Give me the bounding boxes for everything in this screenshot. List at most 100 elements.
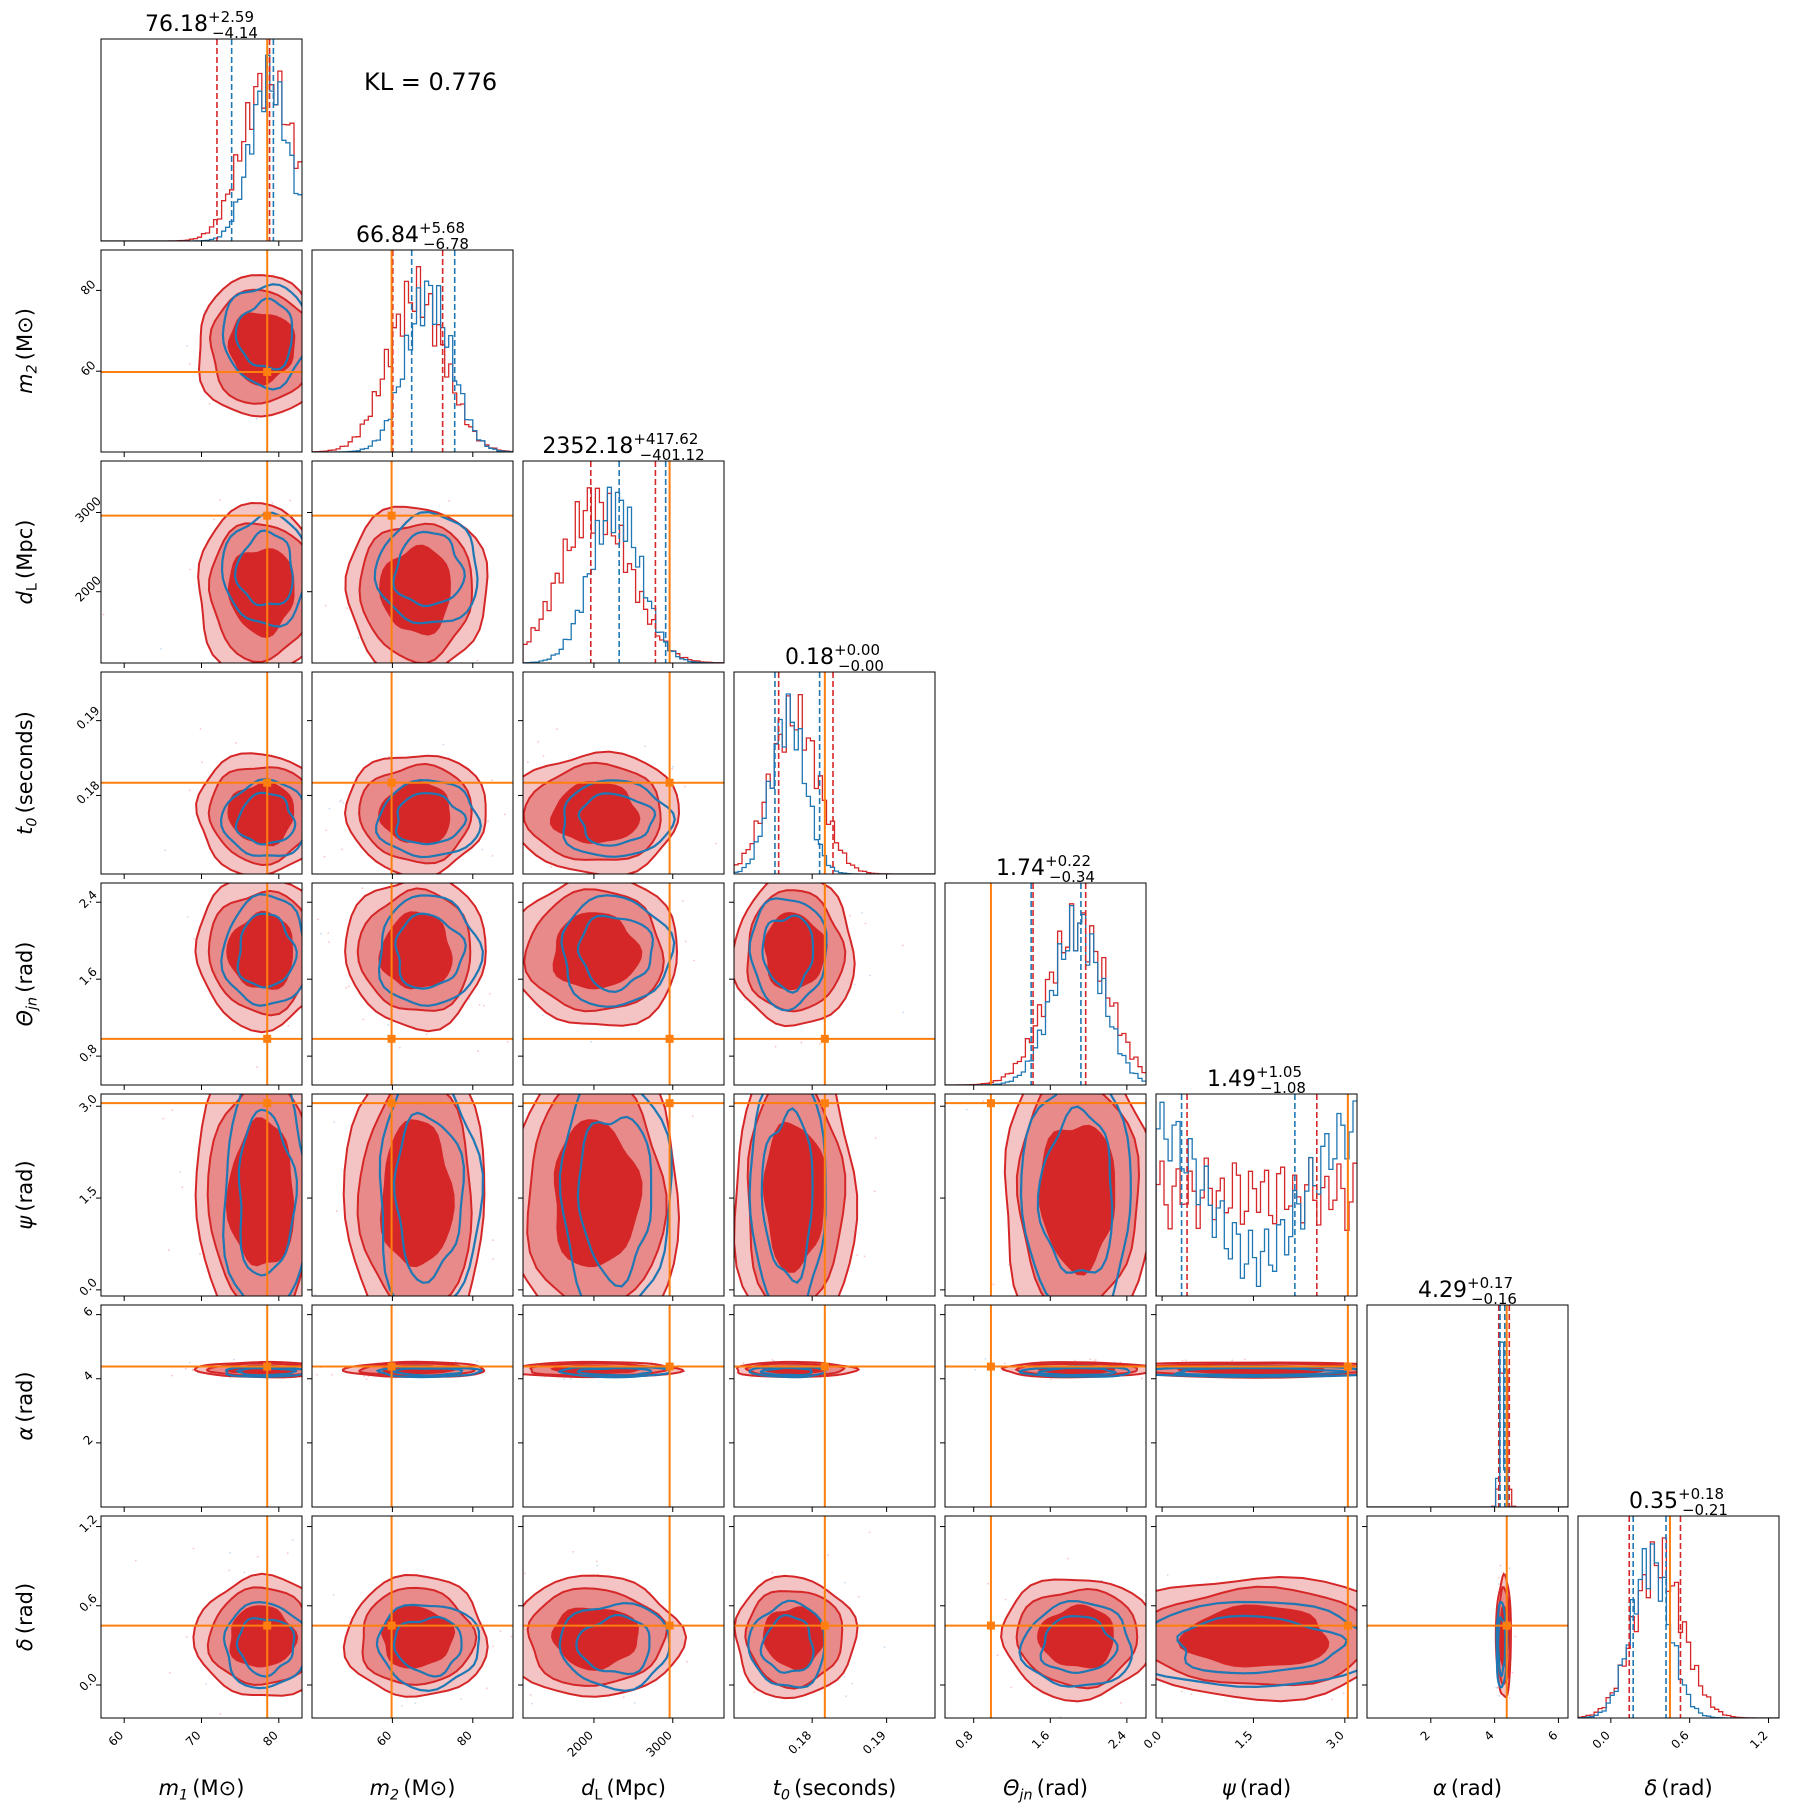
sample-point <box>520 920 522 922</box>
sample-point <box>965 1108 968 1111</box>
x-tick-label-psi: 3.0 <box>1324 1728 1347 1751</box>
sample-point <box>992 1283 995 1286</box>
panels-group: 76.18+2.59 −4.14 60 80 66.84+5.68 −6.78 2000 30… <box>13 8 1780 1804</box>
blue-contour-outer <box>748 1094 827 1296</box>
sample-point <box>693 959 695 962</box>
sample-point <box>1387 1727 1389 1729</box>
sample-point <box>856 1254 859 1257</box>
sample-point <box>205 1683 208 1685</box>
sample-point <box>313 1012 315 1014</box>
hist-blue-psi <box>1156 1100 1357 1296</box>
blue-contour-inner <box>759 1614 815 1674</box>
sample-point <box>526 761 529 763</box>
sample-point <box>1094 1359 1097 1361</box>
x-tick-label-alpha: 4 <box>1481 1728 1496 1743</box>
sample-point <box>203 310 206 312</box>
panel-theta_jn-t0 <box>729 882 936 1090</box>
sample-point <box>715 842 717 845</box>
sample-point <box>974 1369 977 1371</box>
sample-point <box>649 1033 651 1035</box>
title-m2: 66.84+5.68 −6.78 <box>356 219 469 253</box>
hist-blue-dL <box>523 486 724 663</box>
sample-point <box>771 1571 774 1574</box>
sample-point <box>263 1329 265 1331</box>
sample-point <box>633 1386 635 1388</box>
sample-point <box>501 1025 503 1027</box>
panel-theta_jn-m2 <box>307 881 514 1090</box>
sample-point <box>783 1072 785 1074</box>
sample-point <box>861 912 864 914</box>
blue-contour-inner <box>759 1366 813 1377</box>
sample-point <box>1428 1639 1430 1641</box>
sample-point <box>520 1372 522 1374</box>
panel-frame <box>522 1515 725 1719</box>
sample-point <box>303 352 305 354</box>
red-contour-inner <box>380 1605 456 1669</box>
blue-contour-inner <box>1037 1366 1118 1377</box>
blue-contour-outer <box>222 1600 302 1690</box>
sample-point <box>425 1724 427 1726</box>
sample-point <box>357 637 360 639</box>
sample-point <box>415 875 417 877</box>
panel-frame <box>944 1515 1147 1719</box>
blue-contour-inner <box>394 912 467 990</box>
sample-point <box>684 940 687 943</box>
sample-point <box>845 1695 847 1698</box>
truth-marker <box>986 1362 995 1371</box>
sample-point <box>1514 1635 1517 1638</box>
sample-point <box>697 1368 699 1370</box>
sample-point <box>256 1556 259 1558</box>
sample-point <box>318 1314 320 1316</box>
sample-point <box>568 1359 570 1361</box>
panel-frame <box>311 1515 514 1719</box>
sample-point <box>423 881 425 883</box>
kl-annotation: KL = 0.776 <box>364 68 497 96</box>
panel-delta-delta: 0.35+0.18 −0.21 0.0 0.6 1.2 <box>1577 1485 1780 1752</box>
red-contour-inner <box>1038 1124 1116 1276</box>
sample-point <box>328 941 330 943</box>
blue-contour-outer <box>562 779 676 858</box>
sample-point <box>419 1335 421 1337</box>
y-tick-label-theta_jn: 2.4 <box>76 888 99 911</box>
sample-point <box>1400 1367 1402 1369</box>
x-tick-label-delta: 1.2 <box>1747 1728 1770 1751</box>
sample-point <box>271 502 274 504</box>
sample-point <box>706 1640 708 1642</box>
sample-point <box>614 1336 616 1338</box>
truth-marker <box>387 1034 396 1043</box>
sample-point <box>487 796 489 798</box>
sample-point <box>387 1023 390 1026</box>
panel-frame <box>1577 1515 1780 1719</box>
truth-marker <box>1502 1621 1511 1630</box>
sample-point <box>308 988 310 990</box>
y-axis-label-alpha: α (rad) <box>13 1371 37 1440</box>
sample-point <box>320 1631 322 1633</box>
y-tick-label-dL: 2000 <box>72 573 103 604</box>
sample-point <box>213 518 216 521</box>
sample-point <box>1178 1219 1180 1221</box>
sample-point <box>815 1733 817 1735</box>
sample-point <box>317 625 319 627</box>
sample-point <box>229 1551 232 1554</box>
sample-point <box>1499 1722 1501 1724</box>
sample-point <box>1117 1354 1119 1356</box>
sample-point <box>332 1593 335 1596</box>
sample-point <box>550 866 552 868</box>
sample-point <box>510 1032 512 1034</box>
panel-frame <box>522 671 725 875</box>
blue-contour-inner <box>235 1617 296 1678</box>
sample-point <box>243 1571 246 1574</box>
blue-contour-inner <box>576 1115 653 1288</box>
sample-point <box>1116 1556 1118 1558</box>
sample-point <box>253 1069 255 1071</box>
sample-point <box>325 829 327 832</box>
sample-point <box>313 411 315 413</box>
sample-point <box>1508 1697 1511 1699</box>
sample-point <box>563 1378 565 1380</box>
sample-point <box>185 1635 188 1638</box>
x-tick-label-m2: 60 <box>374 1728 395 1749</box>
panel-alpha-alpha: 4.29+0.17 −0.16 <box>1366 1274 1569 1512</box>
sample-point <box>506 914 508 916</box>
sample-point <box>320 407 322 409</box>
y-tick-label-dL: 3000 <box>72 494 103 525</box>
